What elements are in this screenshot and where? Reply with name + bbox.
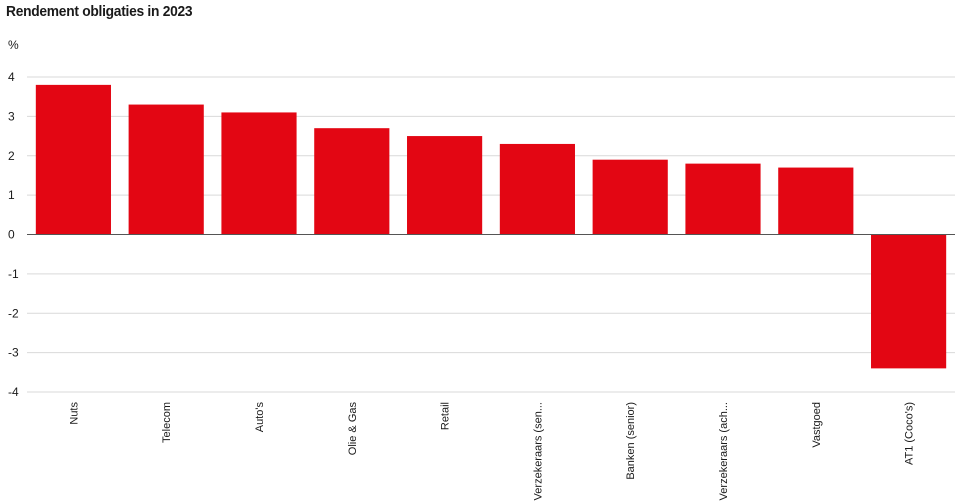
y-tick-label: 4 [8,70,15,84]
category-label: Verzekeraars (sen... [532,402,544,500]
category-label: AT1 (Coco's) [904,402,916,465]
bar [778,167,854,235]
y-tick-label: 0 [8,228,15,242]
chart-title: Rendement obligaties in 2023 [6,3,193,20]
bar [499,143,575,235]
bar [685,163,761,235]
y-tick-label: 1 [8,188,15,202]
bar [314,128,390,235]
category-label: Banken (senior) [625,402,637,480]
category-label: Olie & Gas [347,402,359,456]
category-label: Vastgoed [811,402,823,448]
bars [35,84,947,369]
category-labels: Nuts Telecom Auto's Olie & Gas Retail Verzeke… [68,402,915,501]
bar [128,104,204,235]
bar [221,112,297,235]
y-tick-label: -2 [8,306,19,320]
y-tick-label: 3 [8,109,15,123]
category-label: Retail [440,402,452,430]
y-tick-label: 2 [8,149,15,163]
bar [407,136,483,235]
y-tick-label: -4 [8,385,19,399]
y-tick-labels: 4 3 2 1 0 -1 -2 -3 -4 [8,70,19,399]
category-label: Telecom [161,402,173,443]
bar [35,84,111,235]
category-label: Verzekeraars (ach... [718,402,730,500]
bar [592,159,668,235]
y-tick-label: -1 [8,267,19,281]
category-label: Nuts [68,402,80,425]
bar [871,234,947,369]
y-axis-unit-label: % [8,38,19,52]
category-label: Auto's [254,402,266,433]
y-tick-label: -3 [8,346,19,360]
